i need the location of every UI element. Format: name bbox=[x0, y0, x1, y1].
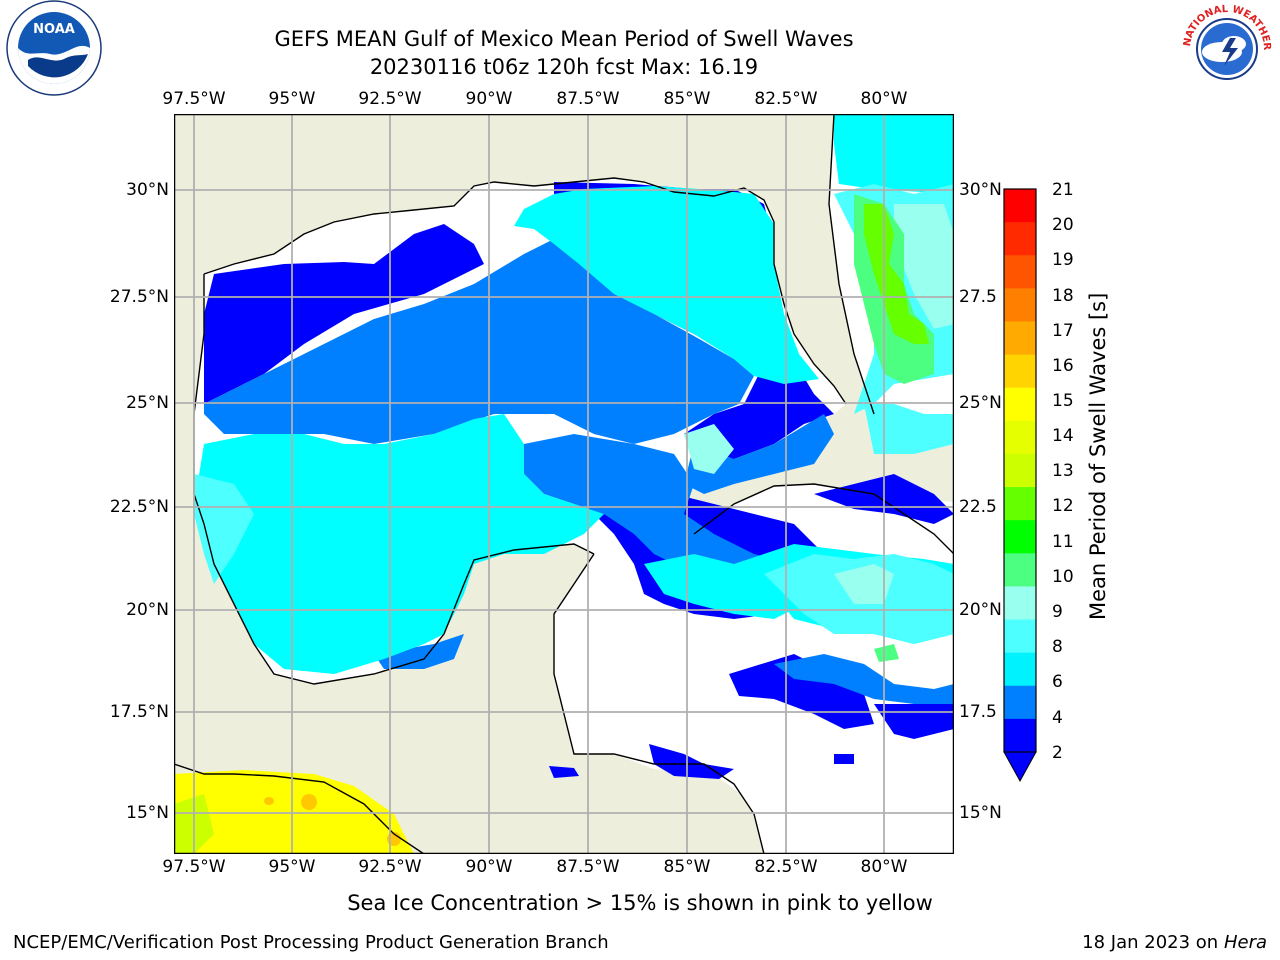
lat-label: 30°N bbox=[126, 180, 169, 200]
lat-label: 30°N bbox=[959, 180, 1002, 200]
colorbar-tick: 14 bbox=[1052, 426, 1074, 446]
footer-machine: Hera bbox=[1223, 932, 1267, 953]
colorbar-tick: 4 bbox=[1052, 708, 1063, 728]
lat-label: 25°N bbox=[126, 393, 169, 413]
lat-label: 22.5 bbox=[959, 497, 997, 517]
lat-label: 25°N bbox=[959, 393, 1002, 413]
lat-label: 17.5 bbox=[959, 702, 997, 722]
colorbar-label: Mean Period of Swell Waves [s] bbox=[1086, 292, 1110, 620]
lon-label: 82.5°W bbox=[754, 857, 818, 877]
lon-label: 95°W bbox=[268, 857, 316, 877]
footer-date-text: 18 Jan 2023 on bbox=[1082, 932, 1224, 953]
colorbar-segment bbox=[1004, 718, 1036, 753]
lat-label: 15°N bbox=[126, 803, 169, 823]
colorbar-segment bbox=[1004, 255, 1036, 289]
caption: Sea Ice Concentration > 15% is shown in … bbox=[0, 891, 1280, 915]
colorbar-tick: 18 bbox=[1052, 286, 1074, 306]
colorbar-tick: 10 bbox=[1052, 567, 1074, 587]
colorbar-segment bbox=[1004, 453, 1036, 488]
lon-label: 92.5°W bbox=[358, 857, 422, 877]
colorbar-segment bbox=[1004, 586, 1036, 621]
lon-label: 87.5°W bbox=[556, 857, 620, 877]
colorbar-segment bbox=[1004, 652, 1036, 687]
colorbar-tick: 20 bbox=[1052, 215, 1074, 235]
lat-label: 17.5°N bbox=[109, 702, 169, 722]
colorbar-segment bbox=[1004, 387, 1036, 422]
footer-date: 18 Jan 2023 on Hera bbox=[1082, 932, 1267, 953]
colorbar bbox=[1003, 188, 1037, 783]
lon-label: 95°W bbox=[268, 89, 316, 109]
colorbar-tick: 6 bbox=[1052, 672, 1063, 692]
colorbar-tick: 15 bbox=[1052, 391, 1074, 411]
colorbar-tick: 9 bbox=[1052, 602, 1063, 622]
colorbar-segment bbox=[1004, 420, 1036, 455]
lon-label: 80°W bbox=[860, 89, 908, 109]
lat-label: 27.5°N bbox=[109, 287, 169, 307]
colorbar-frame bbox=[1003, 188, 1037, 753]
lat-label: 22.5°N bbox=[109, 497, 169, 517]
lon-label: 92.5°W bbox=[358, 89, 422, 109]
lon-label: 82.5°W bbox=[754, 89, 818, 109]
colorbar-tick: 11 bbox=[1052, 532, 1074, 552]
colorbar-segment bbox=[1004, 222, 1036, 256]
chart-subtitle: 20230116 t06z 120h fcst Max: 16.19 bbox=[369, 55, 759, 79]
colorbar-segment bbox=[1004, 189, 1036, 223]
lon-label: 97.5°W bbox=[162, 857, 226, 877]
colorbar-segment bbox=[1004, 685, 1036, 720]
colorbar-tick: 13 bbox=[1052, 461, 1074, 481]
colorbar-tick: 8 bbox=[1052, 637, 1063, 657]
swell-period-map bbox=[174, 114, 954, 854]
colorbar-segment bbox=[1004, 520, 1036, 554]
pacific-sea-ice-fill bbox=[174, 770, 414, 854]
colorbar-extend-arrow bbox=[1003, 751, 1037, 783]
lon-label: 97.5°W bbox=[162, 89, 226, 109]
graticule bbox=[174, 114, 954, 854]
footer-credit: NCEP/EMC/Verification Post Processing Pr… bbox=[13, 932, 609, 953]
lat-label: 20°N bbox=[959, 600, 1002, 620]
lat-label: 27.5 bbox=[959, 287, 997, 307]
lon-label: 87.5°W bbox=[556, 89, 620, 109]
chart-title: GEFS MEAN Gulf of Mexico Mean Period of … bbox=[274, 27, 854, 51]
caption-text: Sea Ice Concentration > 15% is shown in … bbox=[347, 891, 933, 915]
colorbar-tick: 19 bbox=[1052, 250, 1074, 270]
lat-label: 15°N bbox=[959, 803, 1002, 823]
colorbar-segment bbox=[1004, 288, 1036, 322]
lon-label: 85°W bbox=[663, 857, 711, 877]
colorbar-segment bbox=[1004, 487, 1036, 521]
lon-label: 90°W bbox=[465, 857, 513, 877]
colorbar-tick: 2 bbox=[1052, 743, 1063, 763]
colorbar-segment bbox=[1004, 354, 1036, 389]
lon-label: 80°W bbox=[860, 857, 908, 877]
colorbar-tick: 17 bbox=[1052, 321, 1074, 341]
colorbar-tick: 12 bbox=[1052, 496, 1074, 516]
nws-logo: NATIONAL WEATHER SERVICE bbox=[1174, 0, 1276, 98]
lon-label: 85°W bbox=[663, 89, 711, 109]
colorbar-tick: 21 bbox=[1052, 180, 1074, 200]
colorbar-segment bbox=[1004, 553, 1036, 587]
colorbar-tick: 16 bbox=[1052, 356, 1074, 376]
mid-blue-fill bbox=[204, 234, 954, 704]
svg-text:NOAA: NOAA bbox=[33, 22, 75, 37]
lime-fill bbox=[864, 204, 929, 344]
map-frame bbox=[174, 114, 954, 854]
lon-label: 90°W bbox=[465, 89, 513, 109]
colorbar-segment bbox=[1004, 619, 1036, 654]
noaa-logo: NOAA bbox=[6, 0, 102, 96]
lat-label: 20°N bbox=[126, 600, 169, 620]
colorbar-segment bbox=[1004, 321, 1036, 356]
